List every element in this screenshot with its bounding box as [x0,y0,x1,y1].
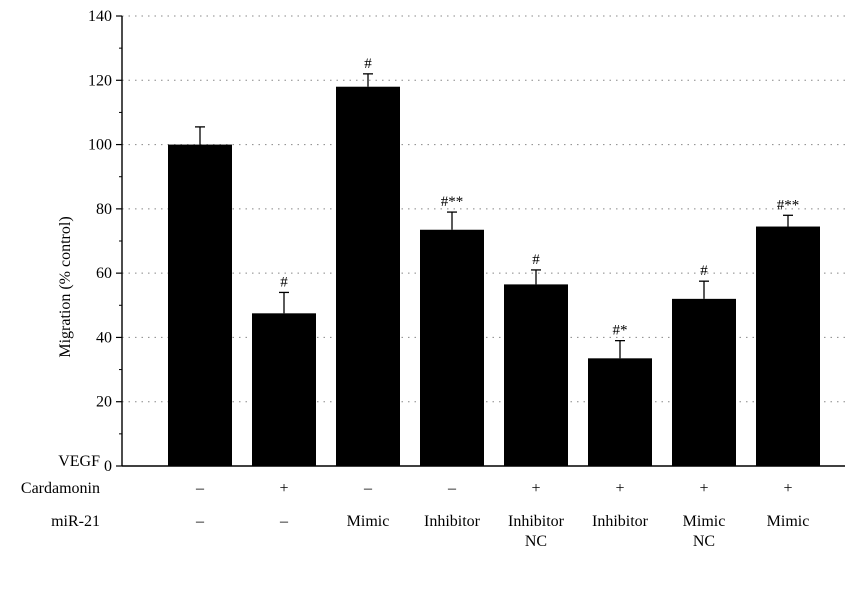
condition-cell: Inhibitor [592,513,649,530]
condition-cell: – [195,513,205,530]
significance-label: #** [777,197,800,213]
condition-cell: Mimic [767,513,810,530]
y-tick-label: 0 [104,458,112,475]
significance-label: #** [441,194,464,210]
condition-cell: + [363,453,372,470]
condition-cell: + [615,453,624,470]
bar [252,313,316,466]
condition-cell: + [447,453,456,470]
condition-cell: + [615,480,624,497]
condition-cell: + [783,453,792,470]
error-bars [195,73,793,359]
condition-cell: – [447,480,457,497]
y-tick-label: 80 [96,201,112,218]
bar [420,229,484,466]
condition-cell: – [363,480,373,497]
bar [588,358,652,466]
condition-cell: + [699,453,708,470]
condition-cell: Inhibitor NC [508,513,565,550]
condition-cell: Inhibitor [424,513,481,530]
y-ticks: 0 20 40 60 80 100 120 140 [88,8,122,475]
condition-table: VEGF + + + + + + + + Cardamonin – + – – + + + + miR-21 – – Mi… [21,453,809,550]
condition-row-label: Cardamonin [21,480,100,497]
significance-label: #* [613,323,628,339]
condition-cell: Mimic NC [683,513,726,550]
condition-row-label: miR-21 [51,513,100,530]
significance-label: # [280,274,288,290]
bar [336,86,400,466]
condition-cell: + [279,480,288,497]
condition-cell: – [195,480,205,497]
condition-cell: + [783,480,792,497]
condition-cell: + [531,480,540,497]
y-tick-label: 140 [88,8,112,25]
condition-cell: – [279,513,289,530]
y-tick-label: 120 [88,72,112,89]
condition-cell: + [531,453,540,470]
y-tick-label: 60 [96,265,112,282]
significance-label: # [532,252,540,268]
bar [756,226,820,466]
condition-cell: + [279,453,288,470]
y-tick-label: 20 [96,394,112,411]
y-axis-label: Migration (% control) [57,216,74,357]
y-tick-label: 40 [96,329,112,346]
bar [504,284,568,466]
significance-label: # [700,263,708,279]
bar [672,298,736,466]
bar [168,144,232,467]
y-tick-label: 100 [88,137,112,154]
condition-cell: Mimic [347,513,390,530]
condition-cell: + [195,453,204,470]
condition-row-label: VEGF [58,453,100,470]
bars [168,86,820,467]
significance-label: # [364,56,372,72]
condition-cell: + [699,480,708,497]
significance-annotations: # # #** # #* # #** [280,56,799,339]
